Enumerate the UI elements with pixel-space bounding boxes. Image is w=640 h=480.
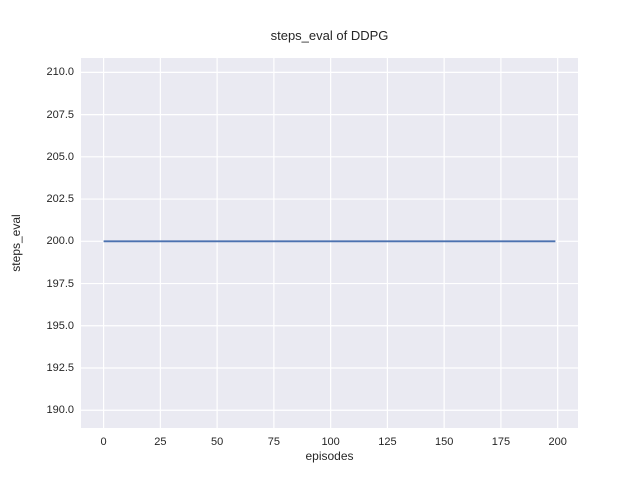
y-tick-label: 210.0 xyxy=(46,66,74,79)
y-tick-label: 200.0 xyxy=(46,235,74,248)
x-tick-label: 100 xyxy=(321,436,340,448)
x-tick-label: 75 xyxy=(267,436,280,448)
x-axis-label: episodes xyxy=(305,449,354,463)
chart-title: steps_eval of DDPG xyxy=(270,28,389,43)
x-tick-label: 0 xyxy=(100,436,107,448)
y-tick-label: 207.5 xyxy=(46,108,74,121)
x-tick-label: 200 xyxy=(548,436,567,448)
y-tick-label: 192.5 xyxy=(46,362,74,375)
x-tick-label: 50 xyxy=(210,436,224,448)
x-tick-label: 150 xyxy=(434,436,454,448)
y-tick-label: 190.0 xyxy=(46,404,74,417)
y-tick-label: 197.5 xyxy=(46,277,74,290)
y-tick-label: 202.5 xyxy=(46,193,74,206)
x-tick-label: 175 xyxy=(491,436,511,448)
y-tick-label: 205.0 xyxy=(46,150,74,163)
plot-area xyxy=(81,58,578,428)
y-tick-label: 195.0 xyxy=(46,319,74,332)
x-tick-label: 25 xyxy=(154,436,167,448)
plot-canvas xyxy=(81,58,578,428)
x-tick-label: 125 xyxy=(378,436,397,448)
